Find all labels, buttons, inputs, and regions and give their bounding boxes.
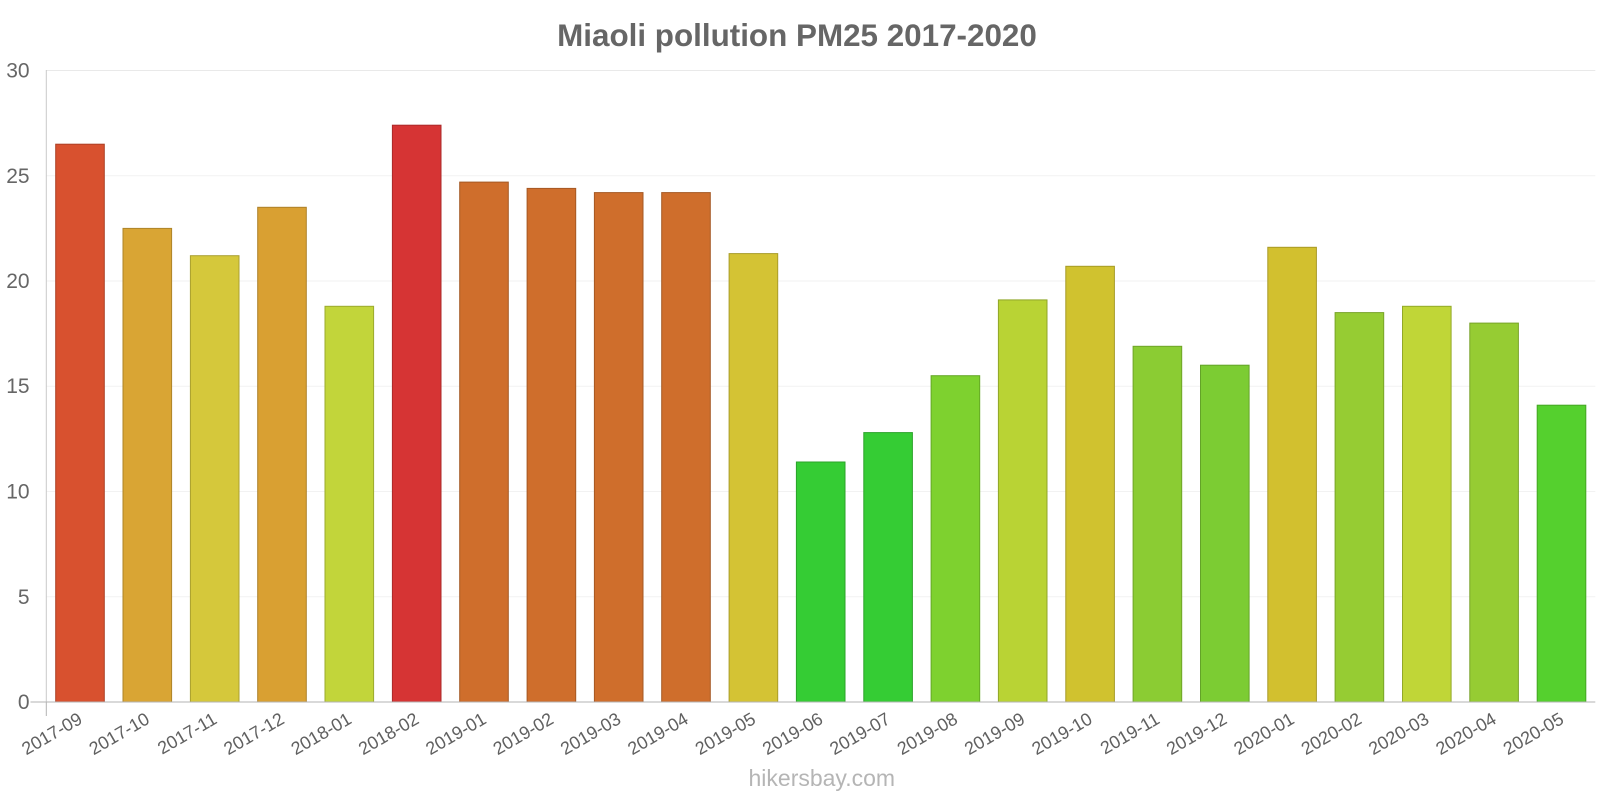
- svg-text:0: 0: [18, 691, 30, 714]
- svg-text:hikersbay.com: hikersbay.com: [749, 765, 896, 791]
- svg-text:10: 10: [6, 481, 29, 504]
- svg-text:30: 30: [6, 60, 29, 83]
- svg-text:5: 5: [18, 586, 30, 609]
- svg-text:20: 20: [6, 270, 29, 293]
- svg-text:15: 15: [6, 375, 29, 398]
- svg-text:Miaoli pollution PM25 2017-202: Miaoli pollution PM25 2017-2020: [557, 18, 1037, 53]
- svg-text:25: 25: [6, 165, 29, 188]
